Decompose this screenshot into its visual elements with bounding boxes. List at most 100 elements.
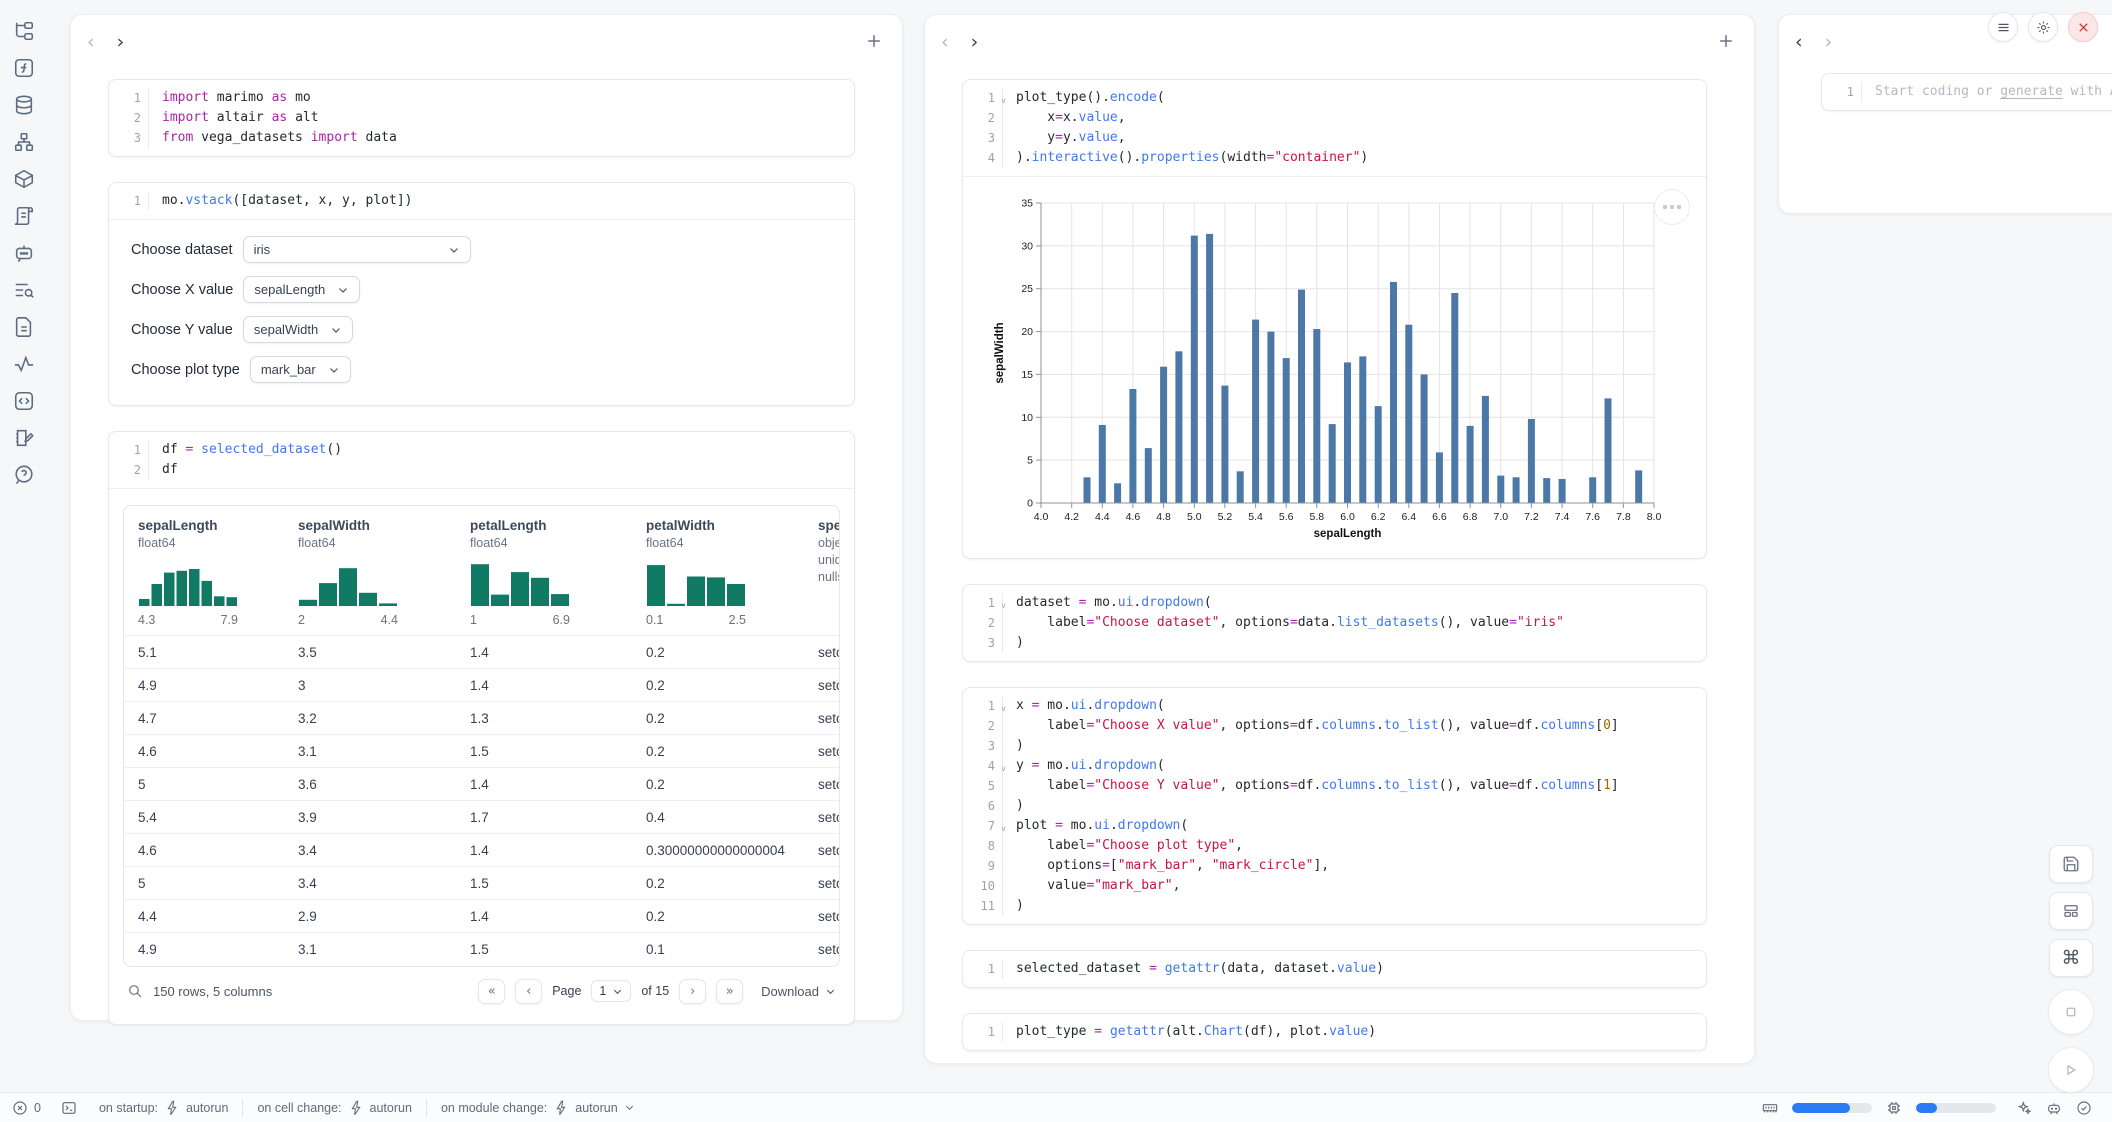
column-header-sepalLength[interactable]: sepalLengthfloat644.37.9: [124, 506, 284, 636]
table-row[interactable]: 4.42.91.40.2setosa: [124, 900, 840, 933]
code-line[interactable]: import marimo as mo: [149, 88, 311, 108]
page-select[interactable]: 1: [591, 980, 631, 1002]
code-line[interactable]: selected_dataset = getattr(data, dataset…: [1003, 959, 1384, 979]
code-line[interactable]: df = selected_dataset(): [149, 440, 342, 460]
code-cell-xyplot-dropdowns[interactable]: 1vx = mo.ui.dropdown(2 label="Choose X v…: [962, 687, 1707, 925]
code-cell-imports[interactable]: 1import marimo as mo2import altair as al…: [108, 79, 855, 157]
code-line[interactable]: from vega_datasets import data: [149, 128, 397, 148]
panel-back-icon[interactable]: ‹: [1795, 33, 1803, 52]
table-row[interactable]: 4.73.21.30.2setosa: [124, 702, 840, 735]
notebook-pen-icon[interactable]: [13, 427, 35, 449]
activity-icon[interactable]: [13, 353, 35, 375]
code-line[interactable]: x = mo.ui.dropdown(: [1003, 696, 1165, 716]
autorun-setting-1[interactable]: on startup:autorun: [85, 1100, 242, 1116]
dropdown-choose-plot-type[interactable]: mark_bar: [250, 356, 351, 383]
scroll-text-icon[interactable]: [13, 205, 35, 227]
function-square-icon[interactable]: [13, 57, 35, 79]
code-line[interactable]: plot = mo.ui.dropdown(: [1003, 816, 1188, 836]
autorun-setting-3[interactable]: on module change:autorun: [427, 1100, 649, 1116]
table-row[interactable]: 5.13.51.40.2setosa: [124, 636, 840, 669]
code-cell-selected-dataset[interactable]: 1selected_dataset = getattr(data, datase…: [962, 950, 1707, 988]
last-page-button[interactable]: »: [716, 979, 743, 1004]
file-tree-icon[interactable]: [13, 20, 35, 42]
code-line[interactable]: y=y.value,: [1003, 128, 1126, 148]
copilot-icon[interactable]: [2046, 1100, 2062, 1116]
code-line[interactable]: y = mo.ui.dropdown(: [1003, 756, 1165, 776]
code-line[interactable]: plot_type = getattr(alt.Chart(df), plot.…: [1003, 1022, 1376, 1042]
generate-link[interactable]: generate: [2000, 84, 2063, 99]
dropdown-choose-x-value[interactable]: sepalLength: [243, 276, 360, 303]
autorun-setting-2[interactable]: on cell change:autorun: [243, 1100, 426, 1116]
code-square-icon[interactable]: [13, 390, 35, 412]
file-text-icon[interactable]: [13, 316, 35, 338]
chart-output[interactable]: 4.04.24.44.64.85.05.25.45.65.86.06.26.46…: [963, 176, 1706, 558]
next-page-button[interactable]: ›: [679, 979, 706, 1004]
code-line[interactable]: mo.vstack([dataset, x, y, plot]): [149, 191, 412, 211]
column-header-petalLength[interactable]: petalLengthfloat6416.9: [456, 506, 632, 636]
table-row[interactable]: 4.93.11.50.1setosa: [124, 933, 840, 966]
status-check-icon[interactable]: [2076, 1100, 2092, 1116]
prev-page-button[interactable]: ‹: [515, 979, 542, 1004]
code-line[interactable]: ): [1003, 633, 1024, 653]
code-cell-plot-type[interactable]: 1plot_type = getattr(alt.Chart(df), plot…: [962, 1013, 1707, 1051]
empty-code-cell[interactable]: 1 Start coding or generate with AI: [1821, 73, 2112, 111]
column-header-species[interactable]: speciesobjectunique:nulls:: [804, 506, 840, 636]
gear-icon[interactable]: [2028, 12, 2058, 42]
ai-sparkles-icon[interactable]: [2016, 1100, 2032, 1116]
panel-forward-icon[interactable]: ›: [1825, 33, 1833, 52]
code-placeholder[interactable]: Start coding or generate with AI: [1862, 82, 2112, 102]
stop-icon[interactable]: [2048, 989, 2094, 1035]
table-row[interactable]: 4.63.11.50.2setosa: [124, 735, 840, 768]
code-cell-plot[interactable]: 1vplot_type().encode(2 x=x.value,3 y=y.v…: [962, 79, 1707, 559]
panel-forward-icon[interactable]: ›: [971, 33, 979, 52]
code-line[interactable]: ): [1003, 896, 1024, 916]
code-cell-vstack[interactable]: 1mo.vstack([dataset, x, y, plot]) Choose…: [108, 182, 855, 406]
code-line[interactable]: x=x.value,: [1003, 108, 1126, 128]
table-row[interactable]: 4.63.41.40.30000000000000004setosa: [124, 834, 840, 867]
panel-back-icon[interactable]: ‹: [87, 33, 95, 52]
bar-chart[interactable]: 4.04.24.44.64.85.05.25.45.65.86.06.26.46…: [977, 187, 1692, 546]
table-row[interactable]: 53.41.50.2setosa: [124, 867, 840, 900]
save-icon[interactable]: [2049, 845, 2093, 883]
panel-forward-icon[interactable]: ›: [117, 33, 125, 52]
code-cell-dataframe[interactable]: 1df = selected_dataset()2df sepalLengthf…: [108, 431, 855, 1025]
code-line[interactable]: ).interactive().properties(width="contai…: [1003, 148, 1368, 168]
list-search-icon[interactable]: [13, 279, 35, 301]
code-line[interactable]: label="Choose Y value", options=df.colum…: [1003, 776, 1619, 796]
code-line[interactable]: dataset = mo.ui.dropdown(: [1003, 593, 1212, 613]
bot-message-icon[interactable]: [13, 242, 35, 264]
table-row[interactable]: 53.61.40.2setosa: [124, 768, 840, 801]
code-line[interactable]: df: [149, 460, 178, 480]
error-counter[interactable]: 0: [10, 1100, 45, 1116]
code-line[interactable]: label="Choose dataset", options=data.lis…: [1003, 613, 1564, 633]
workflow-icon[interactable]: [13, 131, 35, 153]
add-cell-icon[interactable]: [1716, 31, 1736, 51]
code-cell-dataset-dropdown[interactable]: 1vdataset = mo.ui.dropdown(2 label="Choo…: [962, 584, 1707, 662]
dropdown-choose-dataset[interactable]: iris: [243, 236, 471, 263]
menu-icon[interactable]: [1988, 12, 2018, 42]
package-icon[interactable]: [13, 168, 35, 190]
code-line[interactable]: ): [1003, 736, 1024, 756]
code-line[interactable]: options=["mark_bar", "mark_circle"],: [1003, 856, 1329, 876]
panel-back-icon[interactable]: ‹: [941, 33, 949, 52]
close-icon[interactable]: [2068, 12, 2098, 42]
layout-icon[interactable]: [2049, 892, 2093, 930]
help-circle-icon[interactable]: [13, 464, 35, 486]
database-icon[interactable]: [13, 94, 35, 116]
code-line[interactable]: label="Choose plot type",: [1003, 836, 1243, 856]
terminal-icon[interactable]: [61, 1100, 77, 1116]
column-header-sepalWidth[interactable]: sepalWidthfloat6424.4: [284, 506, 456, 636]
download-button[interactable]: Download: [761, 984, 836, 999]
column-header-petalWidth[interactable]: petalWidthfloat640.12.5: [632, 506, 804, 636]
code-line[interactable]: plot_type().encode(: [1003, 88, 1165, 108]
dropdown-choose-y-value[interactable]: sepalWidth: [243, 316, 353, 343]
code-line[interactable]: label="Choose X value", options=df.colum…: [1003, 716, 1619, 736]
table-row[interactable]: 4.931.40.2setosa: [124, 669, 840, 702]
add-cell-icon[interactable]: [864, 31, 884, 51]
search-icon[interactable]: [127, 983, 143, 999]
code-line[interactable]: import altair as alt: [149, 108, 319, 128]
command-palette-icon[interactable]: ⌘: [2049, 939, 2093, 977]
code-line[interactable]: ): [1003, 796, 1024, 816]
run-icon[interactable]: [2048, 1047, 2094, 1093]
chart-menu-icon[interactable]: [1654, 189, 1690, 225]
